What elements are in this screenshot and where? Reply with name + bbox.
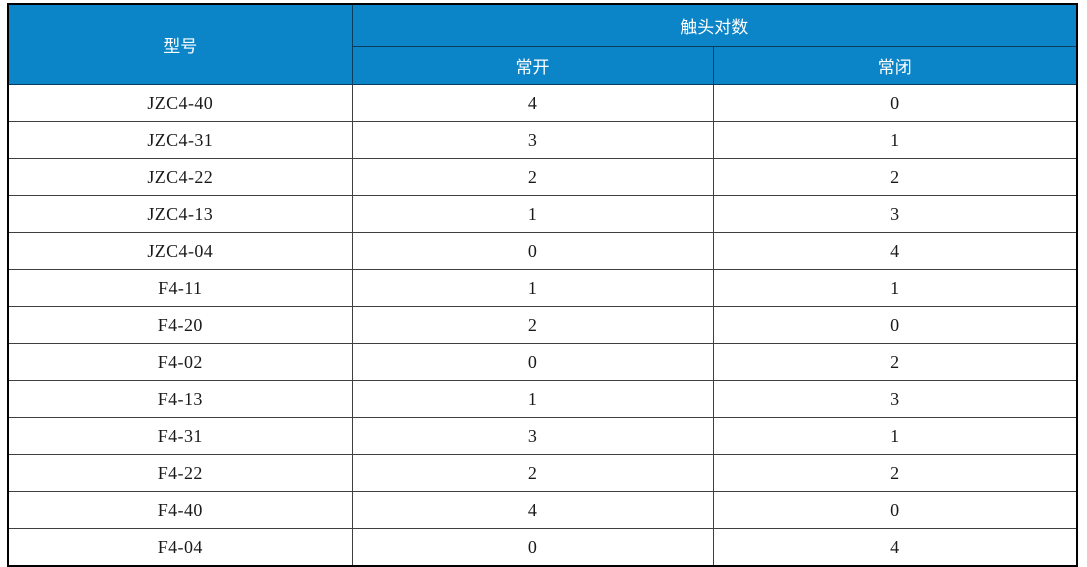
cell-normally-closed: 2 (712, 454, 1078, 492)
table-row: JZC4-31 3 1 (7, 121, 1078, 159)
cell-model: F4-04 (7, 528, 353, 567)
cell-model: F4-40 (7, 491, 353, 529)
table-row: F4-11 1 1 (7, 269, 1078, 307)
table-row: F4-02 0 2 (7, 343, 1078, 381)
cell-model: F4-31 (7, 417, 353, 455)
cell-normally-open: 0 (351, 232, 714, 270)
cell-model: F4-11 (7, 269, 353, 307)
table-row: F4-20 2 0 (7, 306, 1078, 344)
cell-model: F4-13 (7, 380, 353, 418)
cell-model: JZC4-31 (7, 121, 353, 159)
table-row: JZC4-13 1 3 (7, 195, 1078, 233)
cell-normally-open: 1 (351, 380, 714, 418)
cell-normally-open: 2 (351, 306, 714, 344)
header-row-top: 型号 触头对数 (7, 3, 1078, 85)
cell-normally-closed: 3 (712, 195, 1078, 233)
cell-normally-closed: 1 (712, 121, 1078, 159)
header-contact-pairs-group: 触头对数 (351, 3, 1078, 47)
cell-normally-closed: 0 (712, 491, 1078, 529)
table-row: JZC4-22 2 2 (7, 158, 1078, 196)
table-row: F4-13 1 3 (7, 380, 1078, 418)
table-body: JZC4-40 4 0 JZC4-31 3 1 JZC4-22 2 2 JZC4-13 1 3 JZC4… (7, 84, 1078, 567)
cell-normally-open: 3 (351, 417, 714, 455)
cell-normally-open: 2 (351, 454, 714, 492)
cell-model: JZC4-40 (7, 84, 353, 122)
header-normally-open: 常开 (351, 46, 714, 85)
cell-normally-open: 0 (351, 343, 714, 381)
spec-table-container: 型号 触头对数 常开 常闭 JZC4-40 4 0 JZC4-31 3 1 JZC4-22 2… (7, 3, 1078, 567)
cell-model: JZC4-04 (7, 232, 353, 270)
cell-normally-closed: 0 (712, 84, 1078, 122)
cell-normally-open: 3 (351, 121, 714, 159)
cell-normally-closed: 3 (712, 380, 1078, 418)
cell-normally-open: 4 (351, 491, 714, 529)
cell-normally-open: 4 (351, 84, 714, 122)
cell-normally-open: 0 (351, 528, 714, 567)
contact-pairs-table: 型号 触头对数 常开 常闭 JZC4-40 4 0 JZC4-31 3 1 JZC4-22 2… (7, 3, 1078, 567)
cell-model: F4-20 (7, 306, 353, 344)
cell-normally-closed: 1 (712, 269, 1078, 307)
table-header: 型号 触头对数 常开 常闭 (7, 3, 1078, 85)
cell-normally-open: 2 (351, 158, 714, 196)
cell-normally-open: 1 (351, 195, 714, 233)
table-row: JZC4-04 0 4 (7, 232, 1078, 270)
cell-normally-closed: 4 (712, 232, 1078, 270)
table-row: F4-40 4 0 (7, 491, 1078, 529)
header-row-sub: 常开 常闭 (8, 46, 1078, 85)
table-row: F4-04 0 4 (7, 528, 1078, 567)
cell-normally-closed: 2 (712, 158, 1078, 196)
header-model: 型号 (7, 3, 353, 85)
table-row: F4-31 3 1 (7, 417, 1078, 455)
cell-normally-closed: 1 (712, 417, 1078, 455)
cell-model: JZC4-13 (7, 195, 353, 233)
cell-model: F4-22 (7, 454, 353, 492)
cell-model: F4-02 (7, 343, 353, 381)
table-row: JZC4-40 4 0 (7, 84, 1078, 122)
cell-normally-closed: 0 (712, 306, 1078, 344)
cell-normally-closed: 2 (712, 343, 1078, 381)
table-row: F4-22 2 2 (7, 454, 1078, 492)
cell-normally-closed: 4 (712, 528, 1078, 567)
header-normally-closed: 常闭 (712, 46, 1078, 85)
cell-model: JZC4-22 (7, 158, 353, 196)
cell-normally-open: 1 (351, 269, 714, 307)
